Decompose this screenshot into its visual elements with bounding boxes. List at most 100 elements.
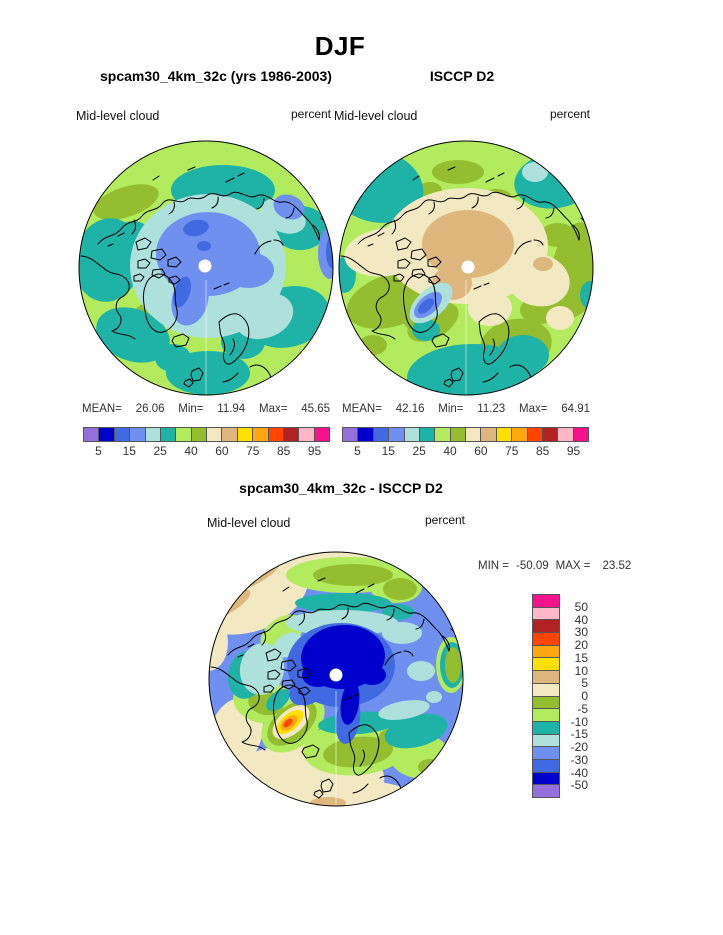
colorbar-tick-label: -5: [577, 701, 588, 716]
colorbar-tick-label: 50: [574, 599, 588, 614]
diff-units-label: percent: [424, 513, 465, 527]
colorbar-tick-label: 20: [574, 638, 588, 652]
colorbar-tick-label: 40: [574, 612, 588, 627]
colorbar-tick-label: 0: [581, 689, 588, 703]
obs-colorbar-ticks: 5 15 25 40 60 75 85 95: [342, 444, 589, 459]
colorbar-cell: [480, 428, 496, 441]
colorbar-cell: [98, 428, 114, 441]
colorbar-cell: [533, 632, 559, 645]
colorbar-tick-label: 95: [566, 444, 581, 458]
colorbar-cell: [221, 428, 237, 441]
colorbar-tick-label: 40: [184, 444, 198, 458]
max-label: Max=: [258, 403, 288, 415]
colorbar-tick-label: 5: [354, 444, 361, 458]
model-colorbar-ticks: 5 15 25 40 60 75 85 95: [83, 444, 330, 459]
colorbar-cell: [403, 428, 419, 441]
colorbar-cell: [175, 428, 191, 441]
model-colorbar: [83, 427, 330, 442]
colorbar-cell: [113, 428, 130, 441]
colorbar-cell: [533, 644, 559, 658]
colorbar-cell: [533, 670, 559, 683]
colorbar-cell: [388, 428, 404, 441]
colorbar-cell: [533, 657, 559, 671]
min-label: Min=: [178, 403, 204, 415]
map-boundary: [338, 140, 594, 396]
colorbar-cell: [533, 606, 559, 620]
colorbar-cell: [129, 428, 145, 441]
colorbar-cell: [190, 428, 206, 441]
colorbar-cell: [533, 720, 559, 734]
colorbar-cell: [252, 428, 268, 441]
model-units-label: percent: [290, 107, 331, 121]
colorbar-cell: [511, 428, 527, 441]
colorbar-tick-label: -15: [570, 727, 588, 742]
colorbar-cell: [533, 758, 559, 772]
map-boundary: [208, 551, 464, 807]
colorbar-cell: [449, 428, 465, 441]
colorbar-tick-label: 10: [574, 663, 588, 678]
colorbar-cell: [159, 428, 176, 441]
colorbar-cell: [533, 784, 559, 797]
min-value: 11.94: [217, 403, 246, 415]
max-label: MAX =: [555, 560, 591, 572]
obs-colorbar: [342, 427, 589, 442]
colorbar-tick-label: -10: [570, 714, 588, 729]
colorbar-cell: [533, 695, 559, 709]
colorbar-cell: [533, 682, 559, 696]
colorbar-tick-label: 85: [536, 444, 550, 458]
model-field-label: Mid-level cloud: [76, 109, 160, 123]
model-map: [78, 140, 334, 396]
colorbar-tick-label: 60: [215, 444, 229, 458]
colorbar-tick-label: -40: [570, 765, 588, 780]
colorbar-tick-label: 40: [443, 444, 457, 458]
min-value: -50.09: [516, 560, 549, 572]
colorbar-cell: [144, 428, 160, 441]
colorbar-cell: [418, 428, 435, 441]
colorbar-cell: [282, 428, 299, 441]
colorbar-tick-label: 25: [412, 444, 426, 458]
colorbar-tick-label: 25: [153, 444, 167, 458]
max-value: 64.91: [561, 403, 590, 415]
colorbar-tick-label: -20: [570, 740, 588, 754]
min-label: MIN =: [478, 560, 509, 572]
colorbar-tick-label: 5: [95, 444, 102, 458]
difference-map: [208, 551, 464, 807]
mean-value: 42.16: [395, 403, 425, 415]
model-stats: MEAN= 26.06 Min= 11.94 Max= 45.65: [82, 403, 330, 415]
colorbar-tick-label: 95: [307, 444, 322, 458]
pole-dot: [198, 259, 212, 273]
mean-label: MEAN=: [342, 403, 382, 415]
colorbar-tick-label: 75: [246, 444, 260, 458]
colorbar-cell: [533, 746, 559, 759]
model-panel-title: spcam30_4km_32c (yrs 1986-2003): [100, 68, 332, 84]
obs-stats: MEAN= 42.16 Min= 11.23 Max= 64.91: [342, 403, 590, 415]
mean-value: 26.06: [135, 403, 165, 415]
colorbar-tick-label: 60: [474, 444, 488, 458]
colorbar-cell: [541, 428, 558, 441]
colorbar-cell: [343, 428, 358, 441]
colorbar-tick-label: 30: [574, 625, 588, 640]
figure-title: DJF: [314, 31, 366, 61]
colorbar-cell: [533, 619, 559, 633]
obs-units-label: percent: [549, 107, 590, 121]
obs-map: [338, 140, 594, 396]
colorbar-cell: [533, 595, 559, 607]
colorbar-tick-label: 75: [505, 444, 519, 458]
diff-panel-title: spcam30_4km_32c - ISCCP D2: [239, 480, 443, 496]
colorbar-cell: [298, 428, 314, 441]
colorbar-cell: [236, 428, 253, 441]
colorbar-tick-label: -30: [570, 752, 588, 767]
colorbar-cell: [465, 428, 481, 441]
colorbar-cell: [357, 428, 373, 441]
colorbar-tick-label: 15: [574, 650, 588, 665]
colorbar-cell: [434, 428, 450, 441]
colorbar-cell: [495, 428, 512, 441]
min-value: 11.23: [477, 403, 506, 415]
mean-label: MEAN=: [82, 403, 122, 415]
map-boundary: [78, 140, 334, 396]
diff-stats: MIN = -50.09 MAX = 23.52: [478, 560, 631, 572]
colorbar-tick-label: 5: [581, 676, 588, 691]
obs-field-label: Mid-level cloud: [334, 109, 418, 123]
difference-map-fill-regions: [209, 552, 463, 806]
